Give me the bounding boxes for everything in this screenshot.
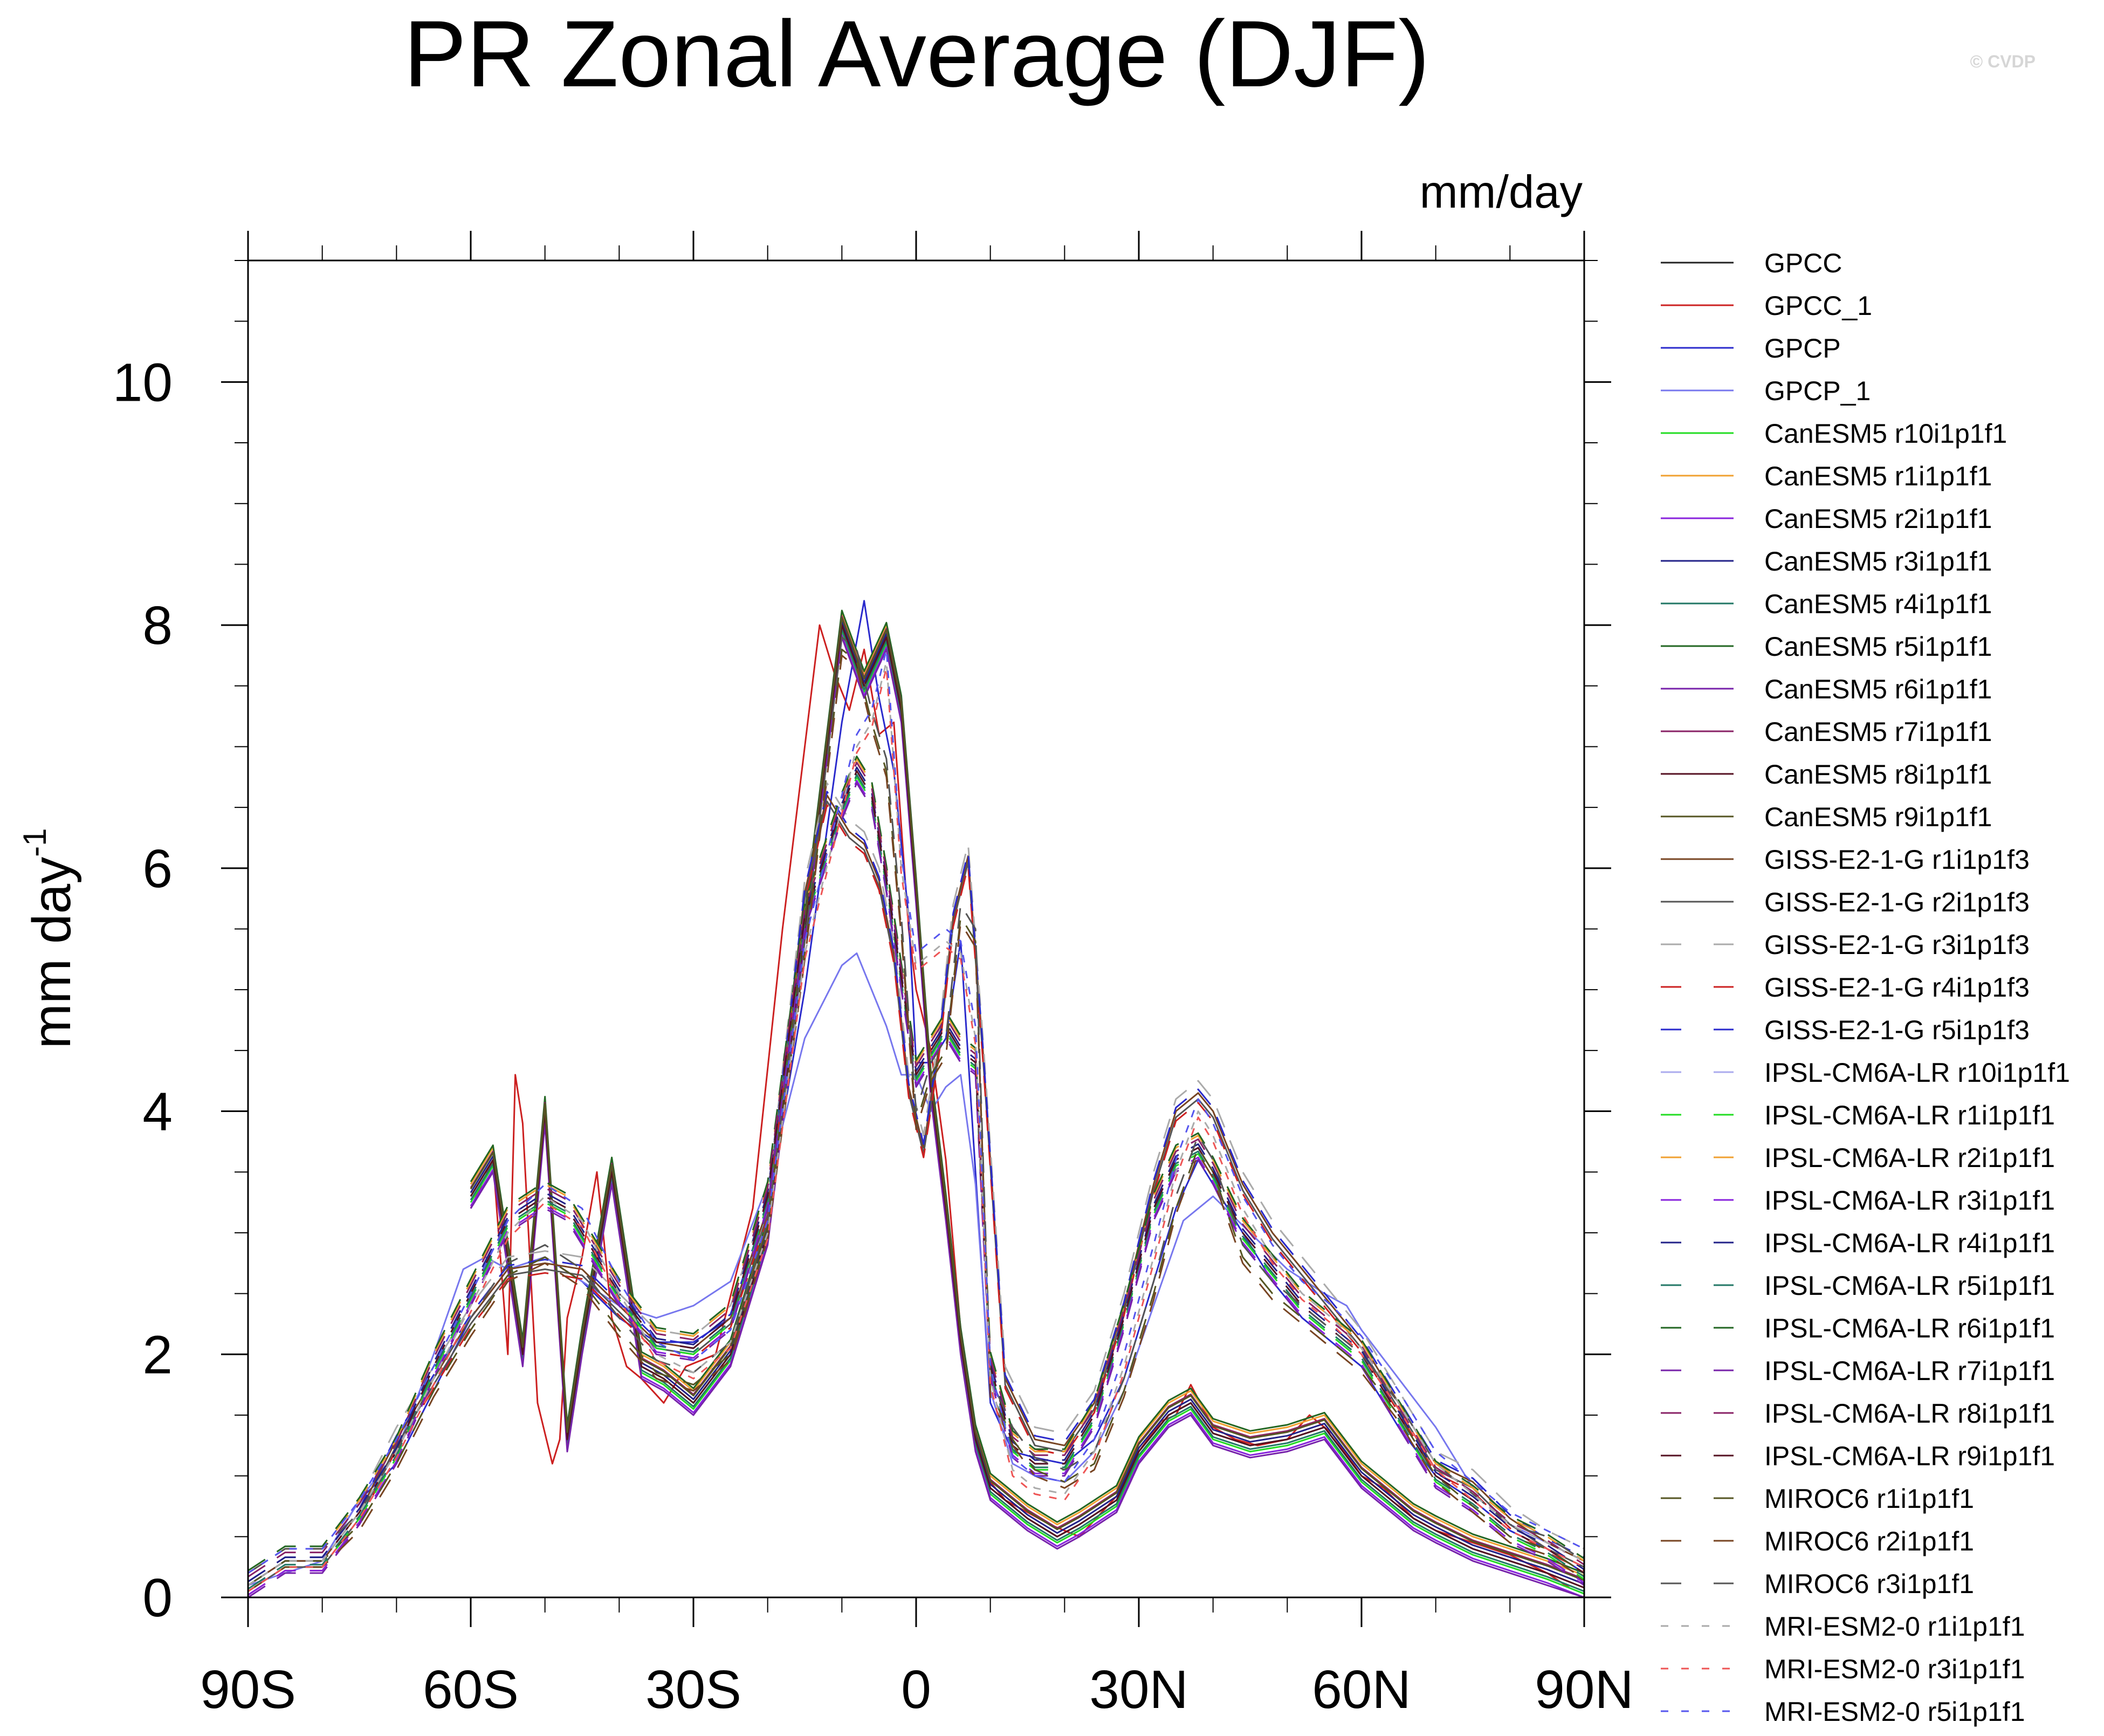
legend-label: IPSL-CM6A-LR r4i1p1f1 — [1764, 1228, 2055, 1258]
series-line — [247, 661, 1585, 1586]
series-line — [247, 761, 1585, 1577]
series-line — [247, 952, 1585, 1586]
legend-label: IPSL-CM6A-LR r9i1p1f1 — [1764, 1441, 2055, 1471]
legend-label: MIROC6 r3i1p1f1 — [1764, 1569, 1974, 1599]
axis-ticks: 0 2 4 6 8 10 90S 60S 30S 0 30N 60N 90N — [113, 231, 1634, 1720]
legend-label: GISS-E2-1-G r1i1p1f3 — [1764, 845, 2030, 875]
legend-label: IPSL-CM6A-LR r7i1p1f1 — [1764, 1356, 2055, 1386]
legend-label: CanESM5 r10i1p1f1 — [1764, 418, 2007, 449]
legend-label: IPSL-CM6A-LR r8i1p1f1 — [1764, 1398, 2055, 1429]
series-line — [247, 770, 1585, 1586]
legend-label: MRI-ESM2-0 r1i1p1f1 — [1764, 1611, 2025, 1642]
legend-label: IPSL-CM6A-LR r2i1p1f1 — [1764, 1143, 2055, 1173]
series-line — [247, 758, 1585, 1574]
legend-label: MIROC6 r2i1p1f1 — [1764, 1526, 1974, 1556]
legend-label: CanESM5 r4i1p1f1 — [1764, 589, 1992, 619]
legend-label: GISS-E2-1-G r4i1p1f3 — [1764, 972, 2030, 1003]
series-line — [247, 776, 1585, 1592]
series-line — [247, 766, 1585, 1582]
legend-label: CanESM5 r8i1p1f1 — [1764, 759, 1992, 790]
y-tick-label: 8 — [142, 595, 173, 656]
x-tick-label: 90S — [200, 1659, 296, 1720]
legend-label: GISS-E2-1-G r5i1p1f3 — [1764, 1015, 2030, 1045]
series-line — [247, 648, 1585, 1574]
series-line — [470, 624, 1585, 1589]
legend-label: CanESM5 r1i1p1f1 — [1764, 461, 1992, 491]
series-line — [470, 628, 1585, 1593]
copyright-label: © CVDP — [1970, 52, 2036, 71]
legend-label: CanESM5 r2i1p1f1 — [1764, 504, 1992, 534]
series-line — [247, 773, 1585, 1590]
legend-label: GPCC_1 — [1764, 291, 1872, 321]
legend-label: GPCC — [1764, 248, 1842, 278]
series-line — [470, 617, 1585, 1581]
legend-label: GISS-E2-1-G r2i1p1f3 — [1764, 887, 2030, 917]
legend-label: GPCP — [1764, 333, 1841, 363]
legend-label: IPSL-CM6A-LR r10i1p1f1 — [1764, 1058, 2070, 1088]
legend-label: CanESM5 r3i1p1f1 — [1764, 546, 1992, 577]
legend-label: CanESM5 r5i1p1f1 — [1764, 632, 1992, 662]
chart-title: PR Zonal Average (DJF) — [403, 2, 1429, 107]
series-line — [247, 804, 1585, 1596]
legend-label: MIROC6 r1i1p1f1 — [1764, 1484, 1974, 1514]
legend-label: CanESM5 r6i1p1f1 — [1764, 674, 1992, 704]
units-label: mm/day — [1420, 167, 1583, 218]
x-tick-label: 90N — [1535, 1659, 1633, 1720]
y-tick-label: 2 — [142, 1325, 173, 1385]
x-tick-label: 30S — [645, 1659, 741, 1720]
y-tick-label: 10 — [113, 352, 173, 413]
legend-label: IPSL-CM6A-LR r1i1p1f1 — [1764, 1100, 2055, 1130]
y-axis-label: mm day-1 — [17, 828, 82, 1049]
legend-label: GISS-E2-1-G r3i1p1f3 — [1764, 930, 2030, 960]
y-axis-label-main: mm day — [22, 857, 82, 1049]
legend-label: MRI-ESM2-0 r3i1p1f1 — [1764, 1654, 2025, 1684]
x-tick-label: 60S — [423, 1659, 519, 1720]
legend-label: GPCP_1 — [1764, 376, 1871, 406]
series-line — [247, 756, 1585, 1572]
series-layer — [247, 600, 1585, 1598]
series-line — [247, 780, 1585, 1596]
y-tick-label: 0 — [142, 1568, 173, 1628]
legend-label: IPSL-CM6A-LR r3i1p1f1 — [1764, 1185, 2055, 1216]
series-line — [247, 654, 1585, 1592]
series-line — [247, 667, 1585, 1592]
legend-label: MRI-ESM2-0 r5i1p1f1 — [1764, 1697, 2025, 1727]
series-line — [470, 636, 1585, 1598]
series-line — [470, 609, 1585, 1574]
plot-frame — [247, 259, 1585, 1598]
y-axis-label-superscript: -1 — [17, 828, 53, 857]
x-tick-label: 0 — [901, 1659, 931, 1720]
legend: GPCC GPCC_1 GPCP GPCP_1 CanESM5 r10i1p1f1 Can… — [1661, 248, 2070, 1727]
legend-label: IPSL-CM6A-LR r5i1p1f1 — [1764, 1271, 2055, 1301]
x-tick-label: 30N — [1089, 1659, 1188, 1720]
series-line — [247, 636, 1585, 1574]
legend-label: IPSL-CM6A-LR r6i1p1f1 — [1764, 1313, 2055, 1343]
legend-label: CanESM5 r7i1p1f1 — [1764, 717, 1992, 747]
y-tick-label: 4 — [142, 1082, 173, 1142]
series-line — [247, 648, 1585, 1586]
x-tick-label: 60N — [1312, 1659, 1411, 1720]
legend-label: CanESM5 r9i1p1f1 — [1764, 802, 1992, 832]
y-tick-label: 6 — [142, 839, 173, 899]
